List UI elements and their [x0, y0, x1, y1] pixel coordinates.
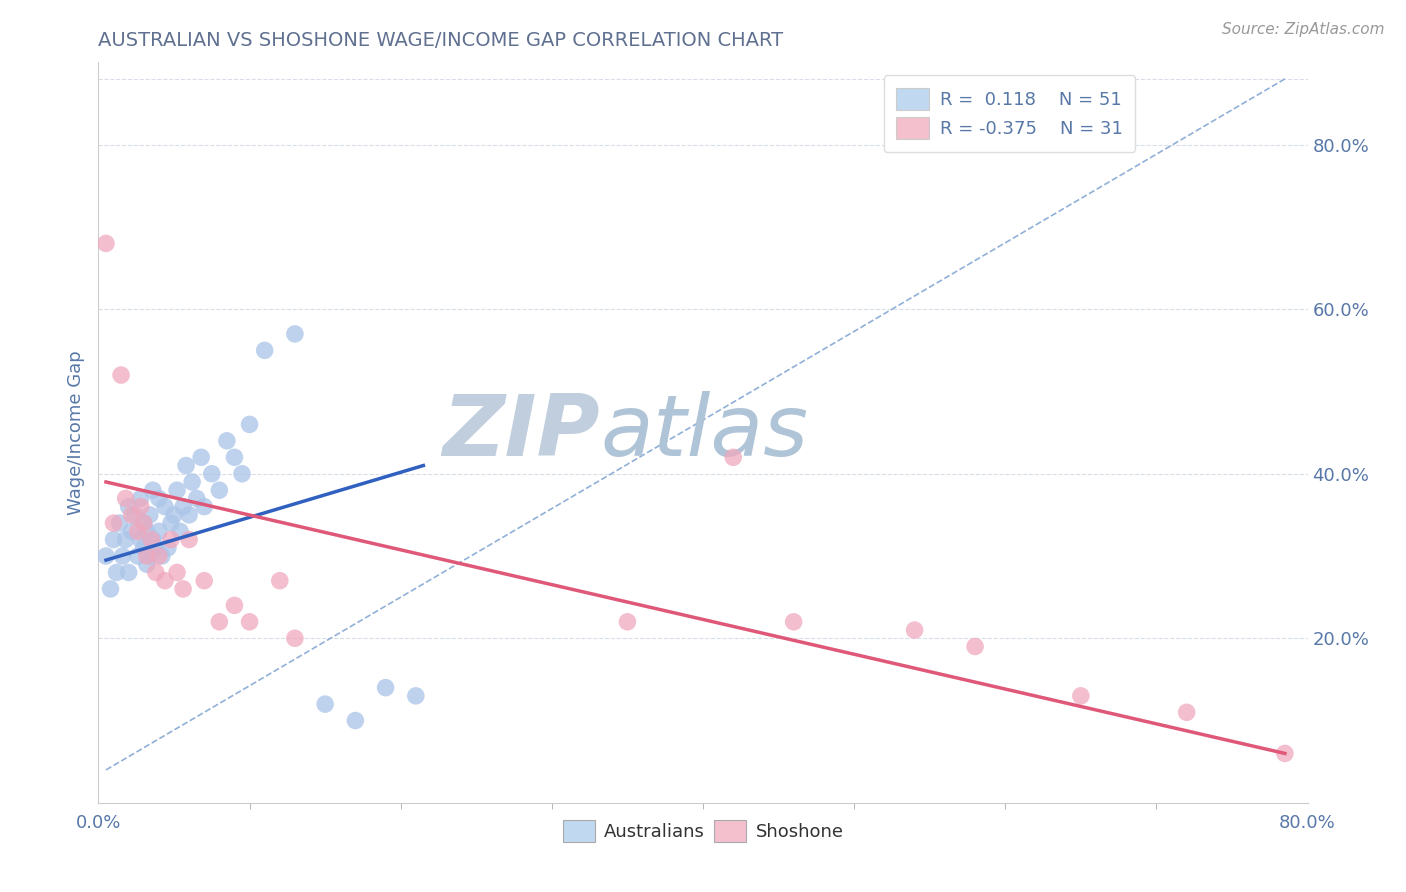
- Point: [132, 541, 155, 555]
- Point: [150, 549, 173, 563]
- Point: [153, 574, 176, 588]
- Point: [314, 697, 336, 711]
- Point: [284, 326, 307, 341]
- Point: [181, 475, 204, 489]
- Point: [904, 623, 927, 637]
- Point: [132, 516, 155, 530]
- Point: [153, 500, 176, 514]
- Point: [103, 533, 125, 547]
- Point: [965, 640, 987, 654]
- Point: [224, 450, 246, 465]
- Point: [208, 483, 231, 498]
- Point: [114, 491, 136, 506]
- Point: [374, 681, 396, 695]
- Point: [1070, 689, 1092, 703]
- Point: [1274, 747, 1296, 761]
- Point: [405, 689, 427, 703]
- Point: [110, 368, 132, 382]
- Text: ZIP: ZIP: [443, 391, 600, 475]
- Point: [145, 541, 167, 555]
- Point: [127, 524, 149, 539]
- Point: [142, 483, 165, 498]
- Point: [253, 343, 276, 358]
- Point: [118, 500, 141, 514]
- Point: [94, 236, 117, 251]
- Point: [193, 574, 215, 588]
- Point: [269, 574, 291, 588]
- Point: [172, 500, 194, 514]
- Point: [129, 500, 152, 514]
- Point: [169, 524, 191, 539]
- Text: Source: ZipAtlas.com: Source: ZipAtlas.com: [1222, 22, 1385, 37]
- Point: [190, 450, 212, 465]
- Point: [121, 508, 143, 522]
- Point: [129, 533, 152, 547]
- Point: [148, 549, 170, 563]
- Point: [783, 615, 806, 629]
- Point: [94, 549, 117, 563]
- Point: [132, 516, 155, 530]
- Point: [163, 508, 186, 522]
- Point: [142, 533, 165, 547]
- Text: AUSTRALIAN VS SHOSHONE WAGE/INCOME GAP CORRELATION CHART: AUSTRALIAN VS SHOSHONE WAGE/INCOME GAP C…: [98, 30, 783, 50]
- Point: [224, 599, 246, 613]
- Point: [201, 467, 224, 481]
- Point: [139, 549, 162, 563]
- Point: [616, 615, 638, 629]
- Point: [118, 566, 141, 580]
- Y-axis label: Wage/Income Gap: Wage/Income Gap: [66, 351, 84, 515]
- Point: [129, 491, 152, 506]
- Point: [108, 516, 131, 530]
- Point: [193, 500, 215, 514]
- Point: [111, 549, 134, 563]
- Point: [135, 549, 157, 563]
- Point: [135, 524, 157, 539]
- Point: [172, 582, 194, 596]
- Point: [179, 533, 201, 547]
- Point: [135, 558, 157, 572]
- Legend: Australians, Shoshone: Australians, Shoshone: [555, 813, 851, 849]
- Point: [145, 566, 167, 580]
- Point: [239, 615, 262, 629]
- Point: [344, 714, 367, 728]
- Point: [723, 450, 745, 465]
- Point: [179, 508, 201, 522]
- Point: [231, 467, 253, 481]
- Point: [127, 549, 149, 563]
- Point: [1175, 706, 1198, 720]
- Point: [105, 566, 128, 580]
- Point: [139, 508, 162, 522]
- Point: [100, 582, 122, 596]
- Point: [156, 541, 179, 555]
- Point: [160, 516, 183, 530]
- Point: [166, 483, 188, 498]
- Point: [121, 524, 143, 539]
- Point: [215, 434, 238, 448]
- Point: [103, 516, 125, 530]
- Point: [124, 508, 146, 522]
- Point: [114, 533, 136, 547]
- Point: [284, 632, 307, 646]
- Point: [160, 533, 183, 547]
- Point: [174, 458, 197, 473]
- Point: [148, 491, 170, 506]
- Point: [148, 524, 170, 539]
- Point: [208, 615, 231, 629]
- Point: [239, 417, 262, 432]
- Point: [141, 533, 163, 547]
- Point: [166, 566, 188, 580]
- Point: [186, 491, 208, 506]
- Text: atlas: atlas: [600, 391, 808, 475]
